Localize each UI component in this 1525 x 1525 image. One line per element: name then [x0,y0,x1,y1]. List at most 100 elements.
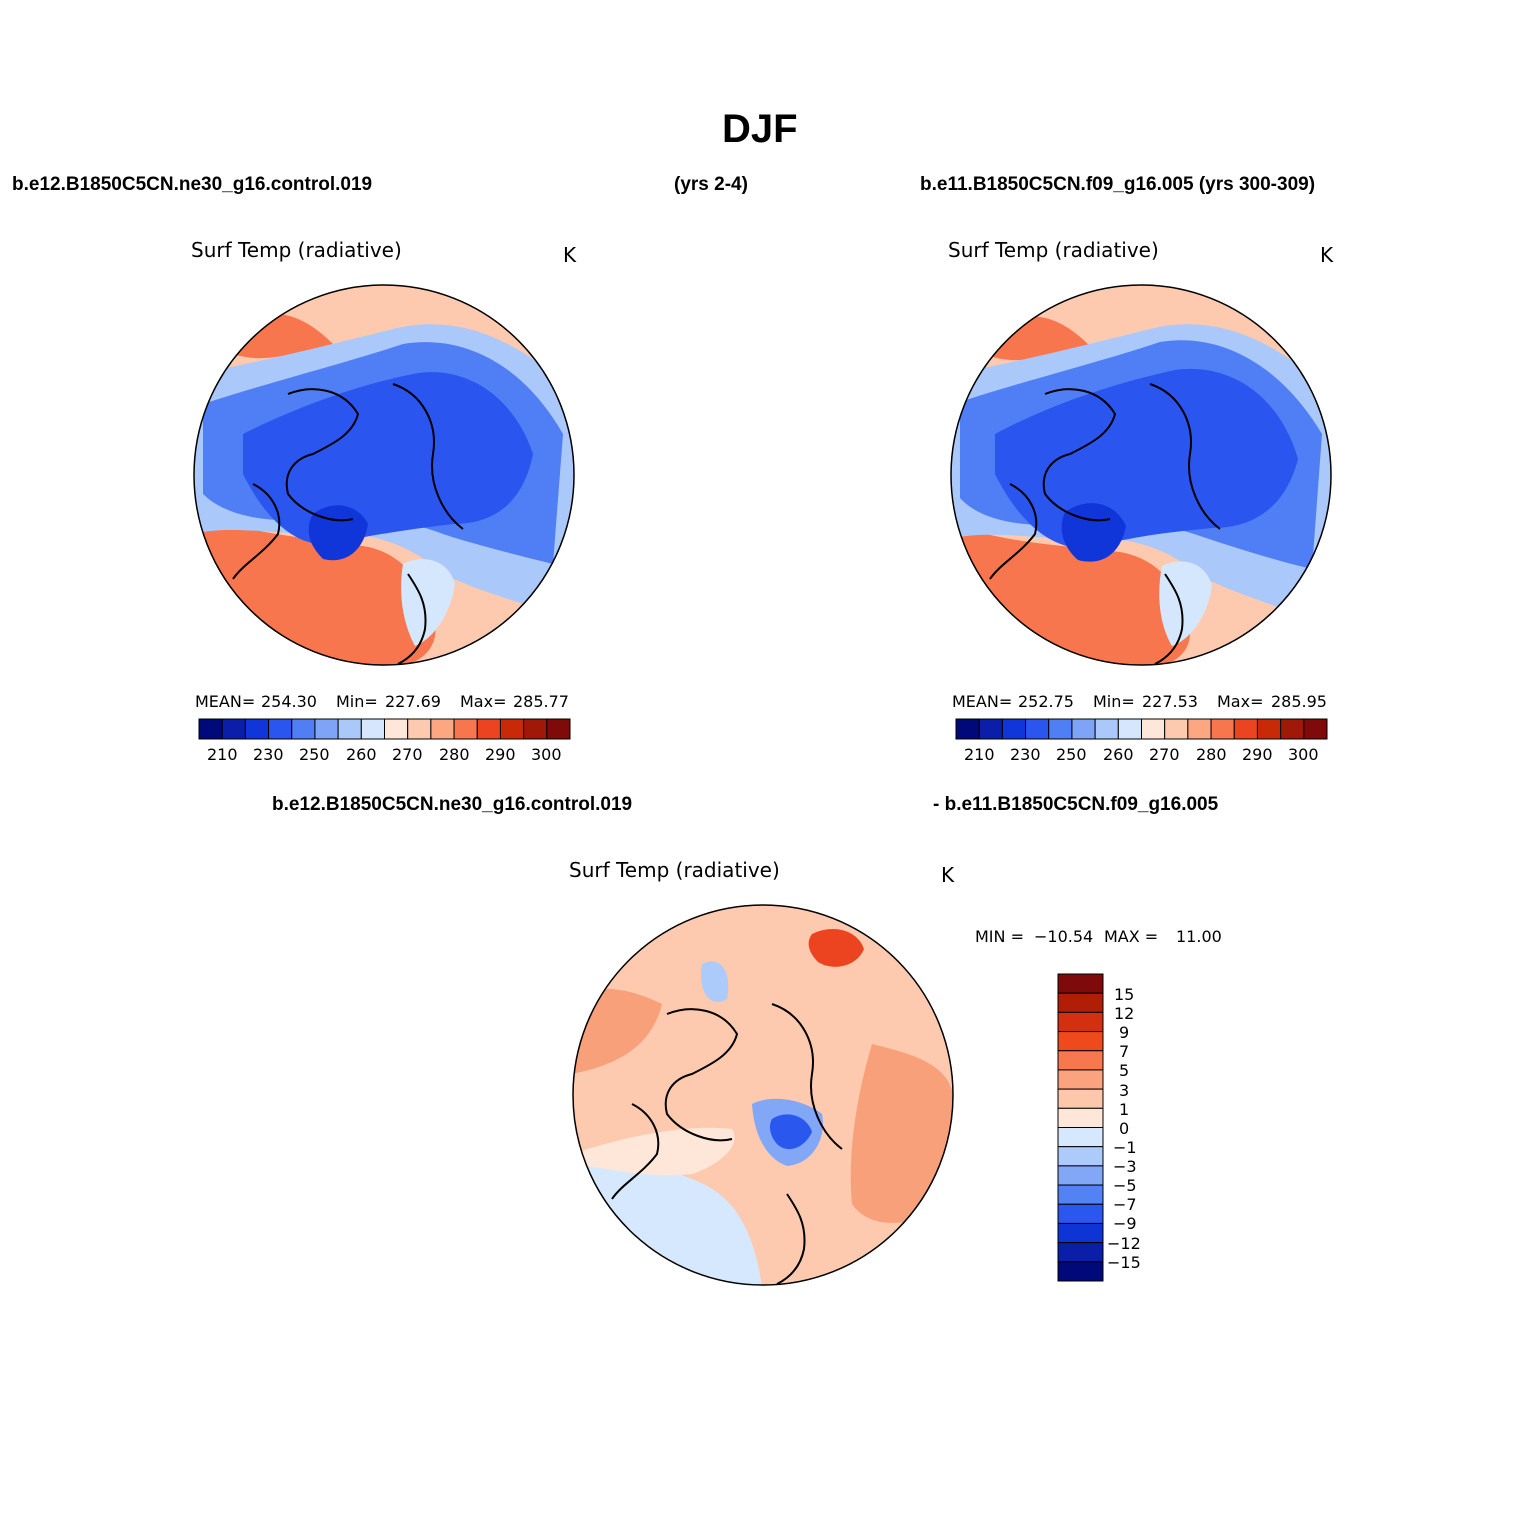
panel2-max-label: Max= [1217,692,1264,711]
colorbar-swatch [955,718,980,740]
panel3-tick-label: 1 [1119,1100,1130,1119]
panel2-max-value: 285.95 [1271,692,1327,711]
panel3-min-value: −10.54 [1034,927,1094,946]
colorbar-swatch [1210,718,1235,740]
colorbar-swatch [337,718,362,740]
colorbar-swatch [1057,1069,1104,1090]
panel2-cold-deep [995,368,1298,549]
panel3-tick-label: −12 [1107,1234,1141,1253]
panel3-tick-label: −9 [1113,1214,1137,1233]
panel3-warm-right [850,1044,953,1223]
colorbar-swatch [1057,1127,1104,1148]
panel3-max-label: MAX = [1104,927,1159,946]
colorbar-swatch [546,718,571,740]
colorbar-swatch [384,718,409,740]
panel3-tick-label: 12 [1114,1004,1135,1023]
colorbar-swatch [1256,718,1282,740]
diff-case2-header: - b.e11.B1850C5CN.f09_g16.005 [933,794,1219,815]
panel1-mean-value: 254.30 [261,692,317,711]
panel2-mean-value: 252.75 [1018,692,1074,711]
panel3-units: K [941,863,955,887]
colorbar-swatch [1117,718,1142,740]
panel3-tick-label: 7 [1119,1042,1130,1061]
panel1-units: K [563,243,577,267]
colorbar-swatch [1164,718,1189,740]
colorbar-swatch [1057,1261,1104,1282]
panel1-coastline [232,383,464,665]
panel3-cool-core [769,1114,812,1150]
case2-header: b.e11.B1850C5CN.f09_g16.005 (yrs 300-309… [920,174,1316,195]
panel3-tick-label: −5 [1113,1176,1137,1195]
panel3-warm-left [573,988,662,1074]
figure-title: DJF [722,107,798,151]
panel1-tick-label: 250 [299,745,330,764]
colorbar-swatch [291,718,316,740]
panel3-hotspot [808,929,864,967]
panel1-scandinavia [401,559,455,646]
panel1-mean-label: MEAN= [195,692,256,711]
colorbar-swatch [1057,1031,1104,1052]
colorbar-swatch [499,718,525,740]
colorbar-swatch [1001,718,1027,740]
colorbar-swatch [1048,718,1073,740]
panel2-units: K [1320,243,1334,267]
panel2-mean-label: MEAN= [952,692,1013,711]
panel1-max-value: 285.77 [513,692,569,711]
panel2-tick-label: 270 [1149,745,1180,764]
panel1-min-label: Min= [336,692,378,711]
colorbar-swatch [314,718,339,740]
panel3-map [572,904,954,1286]
panel1-map [193,284,575,666]
panel1-tick-label: 260 [346,745,377,764]
panel1-tick-label: 290 [485,745,516,764]
colorbar-swatch [1141,718,1166,740]
panel3-min-label: MIN = [975,927,1024,946]
panel3-tick-label: 3 [1119,1081,1130,1100]
panel2-tick-label: 290 [1242,745,1273,764]
panel2-map [950,284,1332,666]
colorbar-swatch [1187,718,1212,740]
panel3-tick-label: −3 [1113,1157,1137,1176]
colorbar-swatch [1057,1165,1104,1186]
panel2-tick-label: 210 [964,745,995,764]
panel3-coastline [611,1003,843,1285]
panel2-tick-label: 300 [1288,745,1319,764]
panel3-title: Surf Temp (radiative) [569,858,780,882]
colorbar-swatch [430,718,455,740]
colorbar-swatch [244,718,270,740]
colorbar-swatch [1233,718,1258,740]
panel2-coastline [989,383,1221,665]
panel1-max-label: Max= [460,692,507,711]
panel2-tick-label: 230 [1010,745,1041,764]
panel3-tick-label: 5 [1119,1061,1130,1080]
panel2-min-label: Min= [1093,692,1135,711]
panel3-tick-label: 9 [1119,1023,1130,1042]
colorbar-swatch [1025,718,1050,740]
colorbar-swatch [198,718,223,740]
case1-header: b.e12.B1850C5CN.ne30_g16.control.019 [12,174,373,195]
colorbar-swatch [1057,1107,1104,1128]
panel3-tick-label: 0 [1119,1119,1130,1138]
colorbar-swatch [221,718,246,740]
colorbar-swatch [1057,1146,1104,1167]
colorbar-swatch [1057,1050,1104,1071]
panel3-max-value: 11.00 [1176,927,1222,946]
panel2-tick-label: 250 [1056,745,1087,764]
colorbar-swatch [1280,718,1305,740]
colorbar-swatch [1057,1242,1104,1263]
colorbar-swatch [476,718,501,740]
panel1-tick-label: 230 [253,745,284,764]
colorbar-swatch [978,718,1003,740]
panel2-tick-label: 260 [1103,745,1134,764]
panel2-min-value: 227.53 [1142,692,1198,711]
panel3-tick-label: 15 [1114,985,1135,1004]
colorbar-swatch [1057,1184,1104,1205]
panel1-tick-label: 280 [439,745,470,764]
panel1-colorbar [198,718,571,740]
panel1-tick-label: 300 [531,745,562,764]
panel3-tick-label: −1 [1113,1138,1137,1157]
colorbar-swatch [1057,992,1104,1013]
panel1-cold-deep [243,372,533,545]
colorbar-swatch [268,718,293,740]
colorbar-swatch [360,718,385,740]
